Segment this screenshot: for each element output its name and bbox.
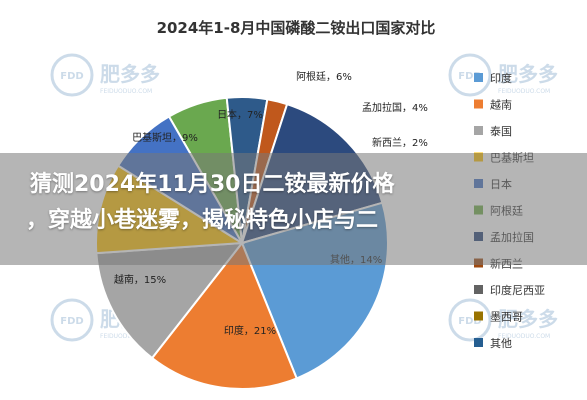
- headline-overlay: [0, 153, 587, 265]
- legend-swatch: [474, 311, 483, 321]
- pie-slice-越南: [150, 241, 298, 390]
- watermark-sub: FEIDUODUO.COM: [498, 333, 550, 340]
- watermark-1: FDD 肥多多 FEIDUODUO.COM: [448, 53, 558, 97]
- watermark-logo-text: FDD: [458, 316, 481, 327]
- legend-label: 其他: [490, 337, 512, 350]
- slice-label: 阿根廷，6%: [296, 70, 352, 83]
- legend-label: 印度尼西亚: [490, 283, 545, 297]
- watermark-logo-text: FDD: [60, 316, 83, 327]
- chart-title: 2024年1-8月中国磷酸二铵出口国家对比: [157, 19, 436, 37]
- watermark-0: FDD 肥多多 FEIDUODUO.COM: [50, 53, 160, 97]
- legend-label: 墨西哥: [490, 311, 523, 324]
- watermark-sub: FEIDUODUO.COM: [100, 333, 152, 340]
- slice-label: 越南，15%: [114, 273, 166, 286]
- watermark-logo-icon: [50, 298, 94, 342]
- slice-label: 印度，21%: [224, 324, 276, 337]
- legend-swatch: [474, 73, 483, 82]
- slice-label: 日本，7%: [217, 108, 263, 121]
- watermark-brand: 肥多多: [100, 62, 160, 86]
- watermark-logo-text: FDD: [458, 71, 481, 82]
- headline-line-2[interactable]: ，穿越小巷迷雾，揭秘特色小店与二: [26, 208, 379, 233]
- watermark-logo-icon: [448, 298, 492, 342]
- watermark-sub: FEIDUODUO.COM: [100, 88, 152, 95]
- slice-label: 孟加拉国，4%: [362, 101, 428, 114]
- legend-label: 越南: [490, 98, 512, 112]
- watermark-logo-icon: [50, 53, 94, 97]
- slice-label: 新西兰，2%: [372, 136, 428, 149]
- watermark-logo-icon: [448, 53, 492, 97]
- legend-label: 泰国: [490, 124, 512, 138]
- legend-swatch: [474, 99, 483, 109]
- watermark-brand: 肥多多: [498, 307, 558, 331]
- legend-swatch: [474, 338, 483, 347]
- legend-swatch: [474, 126, 483, 135]
- watermark-logo-text: FDD: [60, 71, 83, 82]
- legend-label: 印度: [490, 71, 512, 85]
- legend-swatch: [474, 285, 483, 294]
- watermark-3: FDD 肥多多 FEIDUODUO.COM: [448, 298, 558, 342]
- watermark-brand: 肥多多: [498, 62, 558, 86]
- slice-label: 巴基斯坦，9%: [132, 131, 198, 144]
- watermark-sub: FEIDUODUO.COM: [498, 88, 550, 95]
- headline-line-1[interactable]: 猜测2024年11月30日二铵最新价格: [30, 172, 395, 197]
